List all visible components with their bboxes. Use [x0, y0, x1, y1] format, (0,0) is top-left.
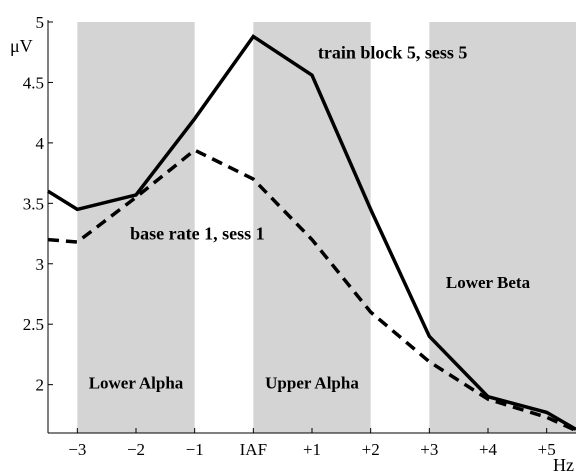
series-label: base rate 1, sess 1: [130, 224, 264, 244]
band-0: [77, 22, 195, 433]
series-line-1: [47, 148, 576, 433]
y-axis-unit: μV: [10, 36, 33, 56]
frequency-bands: [77, 22, 576, 433]
band-label: Lower Beta: [446, 273, 531, 292]
x-tick-label: +1: [303, 440, 321, 459]
y-tick-label: 3: [36, 255, 45, 274]
x-tick-label: +5: [538, 440, 556, 459]
y-tick-label: 2: [36, 376, 45, 395]
band-2: [429, 22, 576, 433]
x-tick-label: −3: [68, 440, 86, 459]
x-axis-unit: Hz: [553, 455, 574, 474]
y-tick-label: 3.5: [23, 194, 44, 213]
y-tick-label: 5: [36, 13, 45, 32]
series-label: train block 5, sess 5: [318, 42, 468, 62]
band-label: Lower Alpha: [89, 373, 184, 392]
x-tick-label: IAF: [240, 440, 267, 459]
series-lines: [47, 34, 576, 433]
band-1: [253, 22, 371, 433]
x-tick-label: +3: [420, 440, 438, 459]
y-tick-label: 4: [36, 134, 45, 153]
chart-labels: Lower Alpha Upper Alpha Lower Beta train bl…: [89, 42, 531, 392]
x-tick-label: +2: [362, 440, 380, 459]
y-tick-label: 4.5: [23, 73, 44, 92]
x-tick-label: −2: [127, 440, 145, 459]
x-tick-label: +4: [479, 440, 498, 459]
axes: −3 −2 −1 IAF +1 +2 +3 +4 +5 2 2.5 3 3.5 4 4.5 5μV Hz: [10, 13, 576, 474]
band-label: Upper Alpha: [265, 373, 359, 392]
y-tick-label: 2.5: [23, 315, 44, 334]
series-line-0: [47, 34, 576, 431]
x-tick-label: −1: [186, 440, 204, 459]
